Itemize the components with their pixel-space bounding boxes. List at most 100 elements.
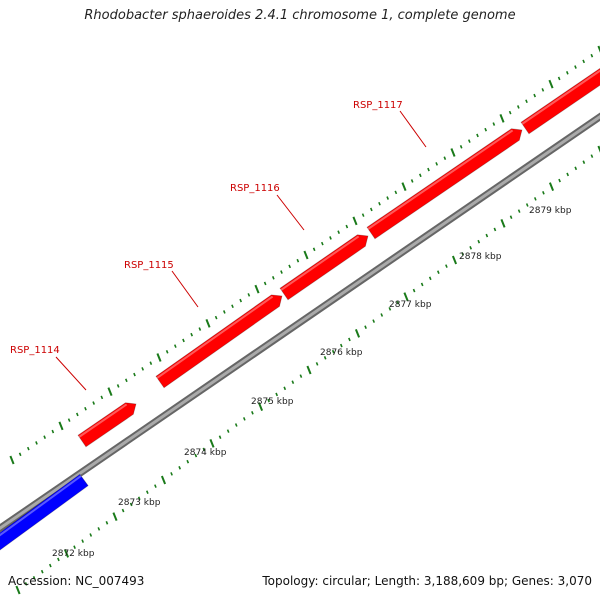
outer-tick [58,421,64,431]
outer-tick [124,378,128,383]
outer-tick [459,145,463,149]
gene-label-leader [399,110,427,148]
inner-tick [234,423,238,427]
outer-tick [165,350,169,354]
inner-tick [15,585,21,595]
outer-tick [51,429,55,434]
inner-tick [509,215,513,220]
outer-tick [582,59,586,64]
outer-tick [516,105,520,109]
inner-tick [469,245,473,250]
inner-tick [48,563,52,568]
gene-rsp-1115 [155,294,283,389]
outer-tick [418,173,422,178]
label-layer: 2872 kbp 2873 kbp 2874 kbp 2875 kbp 2876 kbp… [10,100,572,559]
gene-rsp-1117 [366,128,523,240]
outer-tick [149,361,153,365]
gene-rsp-1116 [279,234,369,301]
inner-tick [525,203,529,207]
inner-tick [372,319,376,323]
inner-tick [566,172,570,177]
inner-tick [436,270,440,275]
inner-tick [178,465,182,470]
outer-tick [173,344,177,348]
outer-tick [337,230,341,235]
inner-tick [186,459,190,464]
inner-tick [315,362,319,366]
topology-summary: Topology: circular; Length: 3,188,609 bp… [262,574,592,588]
outer-tick [492,122,496,126]
inner-tick [574,166,578,171]
inner-tick [533,197,537,201]
gene-reverse-strand [0,473,89,552]
inner-tick [331,349,335,354]
inner-tick [396,300,400,305]
inner-tick [242,417,246,421]
outer-tick [190,332,194,337]
kbp-label: 2874 kbp [184,448,227,458]
outer-tick [476,133,479,138]
gene-label-leader [276,194,305,231]
inner-tick [226,429,230,433]
inner-tick [154,484,157,488]
inner-tick [420,282,424,287]
inner-tick [209,438,215,448]
outer-tick [156,353,162,362]
inner-tick [160,475,167,485]
accession-text: Accession: NC_007493 [8,574,145,588]
outer-tick [597,45,600,53]
outer-tick [9,455,15,465]
inner-tick [57,557,60,562]
inner-tick [291,380,295,385]
kbp-label: 2878 kbp [459,252,502,262]
inner-tick [194,453,198,458]
outer-tick [198,327,202,331]
outer-tick [67,418,71,422]
outer-tick [182,338,185,343]
outer-tick-ring [9,45,600,465]
outer-tick [443,156,447,160]
inner-tick [73,545,76,550]
inner-tick [590,154,594,158]
inner-tick [461,252,464,256]
outer-tick [525,99,528,104]
outer-tick [271,275,275,280]
outer-tick [574,65,577,69]
inner-tick [548,182,555,192]
inner-tick [63,548,70,558]
outer-tick [557,76,561,81]
outer-tick [508,110,512,115]
backbone-layer [0,112,600,533]
inner-tick [558,178,561,183]
inner-tick [32,575,36,580]
outer-tick [35,441,38,445]
inner-tick [137,496,141,501]
outer-tick [303,250,309,260]
outer-tick [320,241,324,246]
inner-tick [493,227,497,232]
inner-tick [24,582,28,586]
outer-tick [401,182,407,192]
gene-rsp-1114 [77,402,137,448]
inner-tick [500,218,506,228]
outer-tick [288,264,292,269]
gene-layer [0,63,600,552]
inner-tick [451,255,458,265]
outer-tick [345,224,349,229]
inner-tick [339,343,343,348]
inner-tick [517,209,521,213]
outer-tick [410,179,414,183]
gene-label: RSP_1116 [230,183,280,194]
inner-tick [251,410,254,415]
gene-label-leader [171,270,199,308]
outer-tick [541,88,545,92]
gene-label-leader [55,356,87,391]
inner-tick [403,292,409,302]
inner-tick [542,190,545,195]
outer-tick [361,213,365,217]
inner-tick [121,508,125,513]
outer-tick [280,270,283,274]
inner-tick [112,512,118,522]
outer-tick [231,304,234,309]
